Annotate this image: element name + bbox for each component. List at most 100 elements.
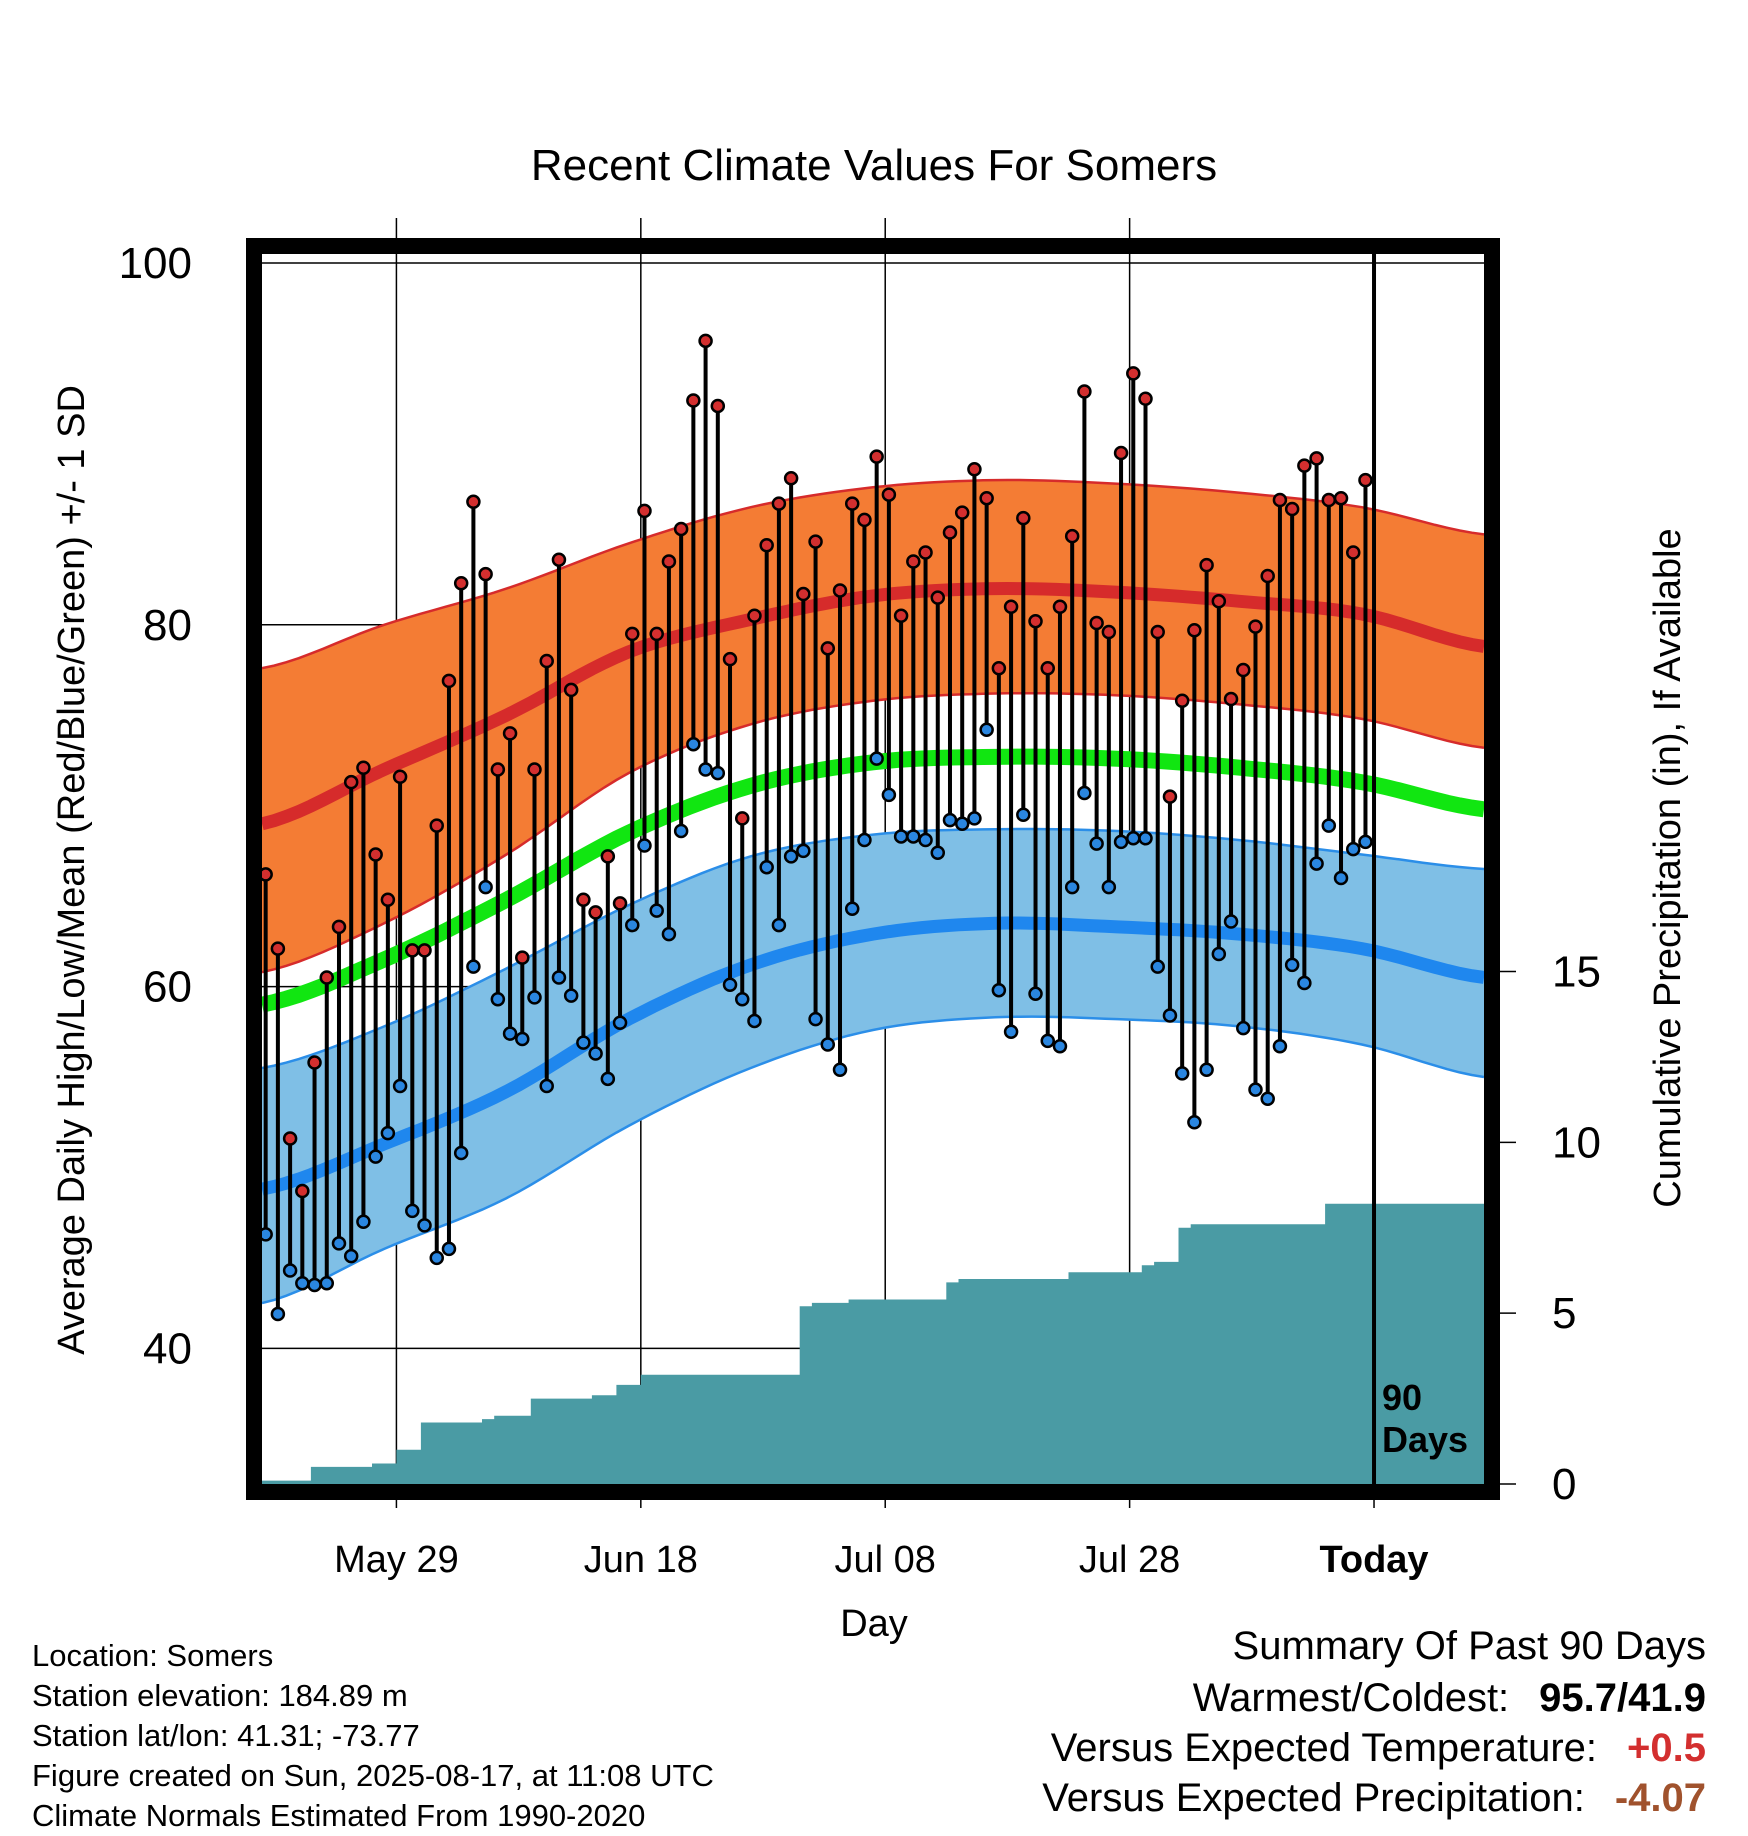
daily-high-point [1162,789,1178,804]
daily-high-point [1138,391,1153,406]
daily-high-point [563,682,579,698]
daily-low-point [490,991,506,1007]
daily-low-point [991,982,1007,998]
daily-low-point [698,762,713,777]
daily-low-point [1101,879,1117,895]
today-days-count: 90 [1382,1377,1422,1418]
daily-high-point [991,660,1007,676]
daily-high-point [796,586,811,602]
y2-axis-label: Cumulative Precipitation (in), If Availa… [1647,528,1689,1207]
daily-high-point [1260,568,1275,584]
daily-low-point [893,829,909,844]
daily-high-point [600,849,616,864]
daily-high-point [1174,693,1190,709]
footer-elevation: Station elevation: 184.89 m [32,1678,408,1713]
daily-high-point [1297,458,1312,473]
x-tick-label: May 29 [334,1539,459,1581]
daily-low-point [1089,836,1104,851]
daily-low-point [1309,856,1324,871]
daily-low-point [1162,1008,1178,1023]
daily-low-point [869,751,884,766]
daily-low-point [1138,831,1153,846]
daily-high-point [1003,599,1019,614]
daily-high-point [478,566,493,582]
daily-high-point [1187,622,1202,638]
daily-high-point [331,919,347,935]
daily-high-point [1028,613,1043,629]
daily-low-point [1174,1066,1190,1081]
daily-low-point [502,1026,518,1041]
daily-low-point [417,1218,432,1233]
x-axis-label: Day [840,1603,908,1645]
daily-low-point [262,1227,273,1242]
daily-high-point [356,760,371,775]
cumulative-precip-area [262,1203,1484,1484]
daily-low-point [295,1275,310,1291]
daily-low-point [1040,1033,1055,1049]
daily-high-point [441,673,457,689]
daily-high-point [539,653,554,669]
daily-high-point [392,769,408,784]
daily-bars [262,333,1373,1322]
plot-frame [246,238,1500,1500]
daily-low-point [661,926,677,942]
daily-high-point [588,905,603,920]
y-axis-label: Average Daily High/Low/Mean (Red/Blue/Gr… [51,385,93,1355]
daily-high-point [405,943,420,958]
daily-high-point [1077,384,1092,399]
daily-high-point [502,726,518,741]
daily-high-point [1040,660,1055,676]
daily-high-point [343,774,359,790]
daily-low-point [405,1203,420,1219]
precip-area [262,1203,1484,1484]
daily-low-point [1150,959,1165,974]
daily-high-point [698,333,713,349]
daily-high-point [262,867,273,882]
daily-low-point [576,1035,591,1050]
daily-low-point [588,1046,603,1061]
daily-low-point [954,816,970,832]
daily-high-point [747,608,762,624]
daily-high-point [453,575,469,591]
daily-high-point [1052,599,1068,614]
daily-low-point [1248,1082,1263,1097]
daily-low-point [331,1236,347,1251]
daily-high-point [1284,501,1300,517]
footer-location: Location: Somers [32,1638,274,1673]
daily-low-point [625,917,640,933]
daily-high-point [270,941,286,956]
daily-high-point [759,537,774,553]
daily-low-point [808,1011,823,1027]
summary-temp-value: +0.5 [1627,1726,1706,1770]
daily-low-point [612,1015,628,1030]
daily-high-point [551,552,567,567]
y2-tick-label: 10 [1552,1118,1601,1167]
daily-high-point [637,503,652,519]
daily-low-point [747,1013,762,1029]
daily-high-point [625,626,640,642]
daily-high-point [307,1055,322,1070]
daily-high-point [1064,528,1080,544]
daily-high-point [466,494,481,510]
daily-low-point [881,787,897,803]
daily-low-point [551,970,567,985]
daily-high-point [857,512,872,528]
daily-low-point [429,1250,444,1266]
daily-high-point [1211,594,1227,609]
footer-latlon: Station lat/lon: 41.31; -73.77 [32,1718,420,1753]
daily-low-point [759,859,774,875]
footer-created: Figure created on Sun, 2025-08-17, at 11… [32,1758,714,1793]
daily-high-point [930,590,946,605]
axes [246,352,1516,1508]
x-tick-label: Today [1319,1539,1428,1581]
daily-low-point [356,1214,371,1229]
daily-low-point [796,843,811,859]
daily-low-point [466,959,481,974]
daily-low-point [686,736,701,752]
daily-low-point [307,1277,322,1293]
daily-high-point [844,496,860,511]
daily-low-point [710,765,726,781]
y2-tick-label: 5 [1552,1289,1576,1338]
daily-high-point [490,762,506,777]
